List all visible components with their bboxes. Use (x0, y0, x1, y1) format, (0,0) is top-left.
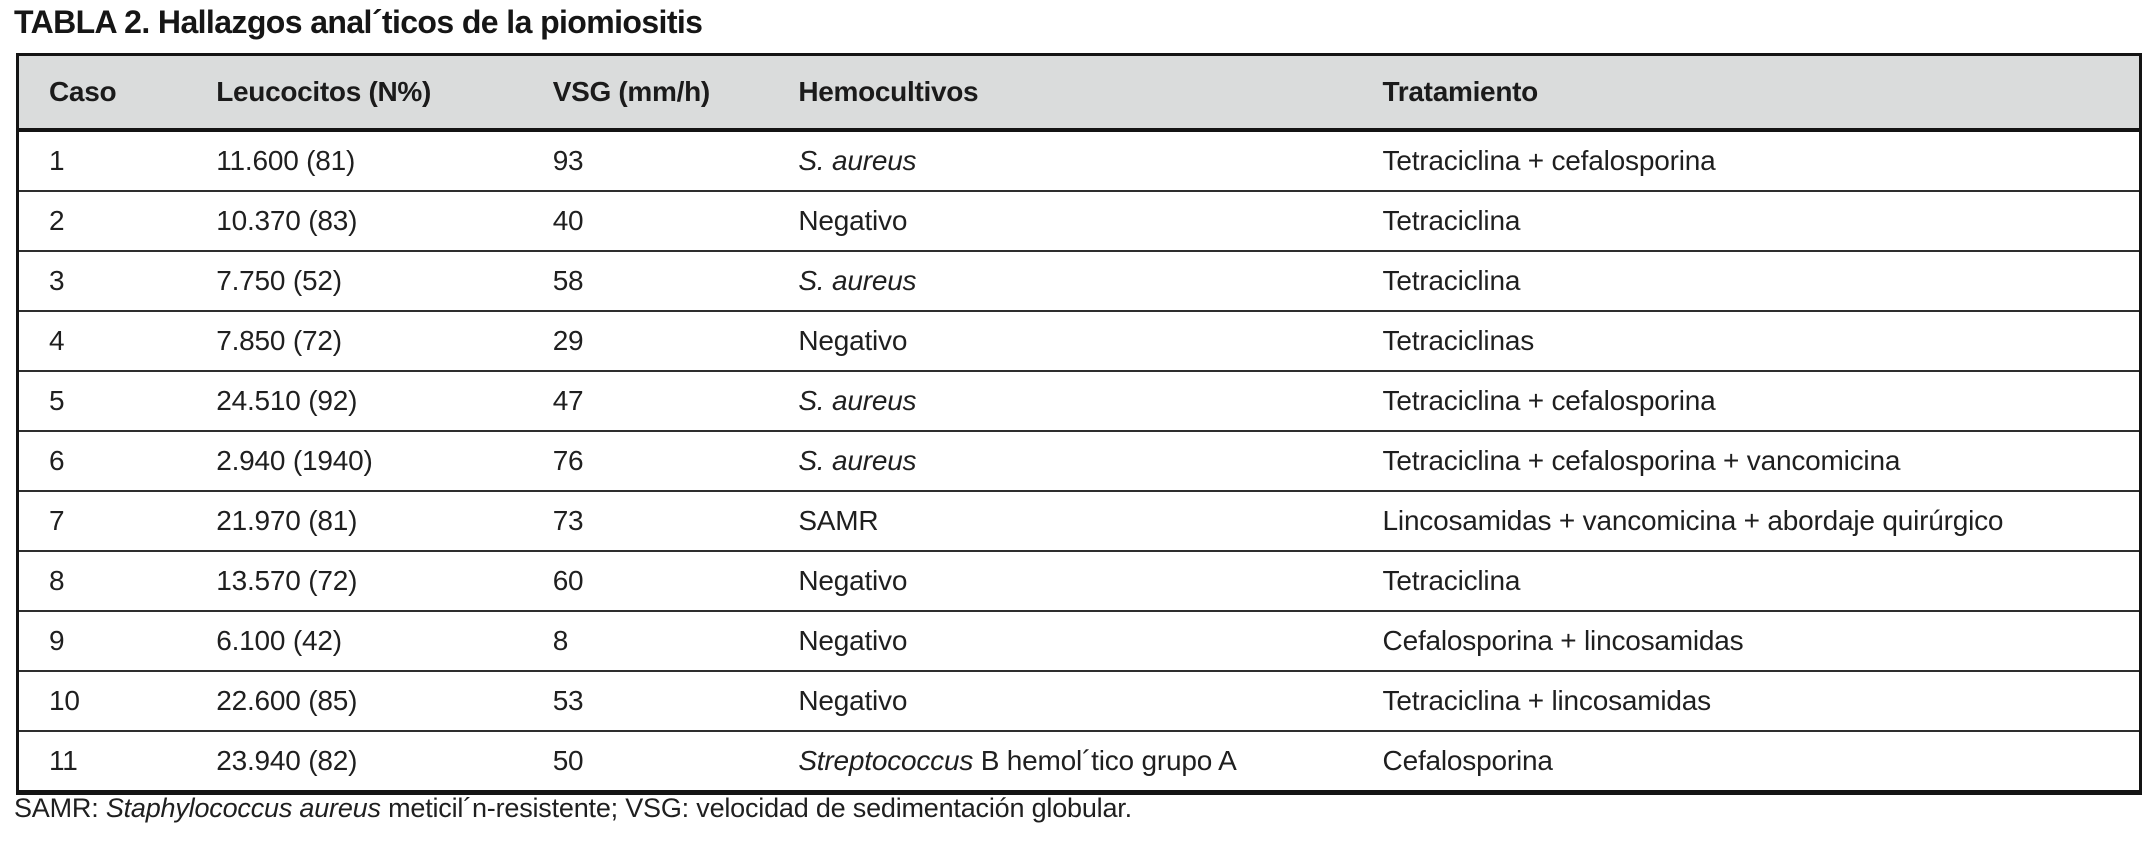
cell-vsg: 73 (552, 490, 799, 551)
cell-vsg: 50 (552, 730, 799, 793)
table-title: TABLA 2. Hallazgos anal´ticos de la piom… (14, 4, 703, 40)
cell-caso: 6 (17, 430, 217, 491)
cell-tratamiento: Tetraciclina (1382, 190, 2141, 251)
column-header-tratamiento: Tratamiento (1382, 54, 2141, 132)
table-row: 4 7.850 (72) 29 Negativo Tetraciclinas (17, 310, 2141, 371)
table-row: 6 2.940 (1940) 76 S. aureus Tetraciclina… (17, 430, 2141, 491)
cell-caso: 9 (17, 610, 217, 671)
table-row: 10 22.600 (85) 53 Negativo Tetraciclina … (17, 670, 2141, 731)
table-footnote: SAMR: Staphylococcus aureus meticil´n-re… (14, 793, 1132, 824)
table-row: 1 11.600 (81) 93 S. aureus Tetraciclina … (18, 130, 2141, 191)
cell-vsg: 29 (552, 310, 799, 371)
column-header-leucocitos: Leucocitos (N%) (216, 54, 553, 132)
cell-tratamiento: Tetraciclina + cefalosporina (1382, 370, 2141, 431)
cell-leucocitos: 24.510 (92) (216, 370, 553, 431)
table-row: 5 24.510 (92) 47 S. aureus Tetraciclina … (17, 370, 2141, 431)
cell-hemocultivos: S. aureus (798, 430, 1383, 491)
table-row: 8 13.570 (72) 60 Negativo Tetraciclina (17, 550, 2141, 611)
cell-leucocitos: 23.940 (82) (216, 730, 553, 793)
cell-vsg: 93 (552, 145, 584, 176)
hemocultivo-text: SAMR (798, 505, 879, 536)
cell-leucocitos: 7.850 (72) (216, 310, 553, 371)
cell-vsg: 58 (552, 250, 799, 311)
column-header-hemocultivos: Hemocultivos (798, 54, 1383, 132)
cell-hemocultivos: Negativo (798, 190, 1383, 251)
organism-name: S. aureus (798, 385, 917, 416)
cell-tratamiento: Lincosamidas + vancomicina + abordaje qu… (1382, 490, 2141, 551)
footnote-prefix: SAMR: (14, 793, 106, 823)
hemocultivo-text: B hemol´tico grupo A (973, 745, 1237, 776)
cell-caso: 1 (49, 145, 65, 176)
cell-vsg: 76 (552, 430, 799, 491)
cell-hemocultivos: S. aureus (798, 130, 1382, 191)
cell-vsg: 53 (552, 670, 799, 731)
organism-name: Streptococcus (798, 745, 974, 776)
cell-hemocultivos: S. aureus (798, 250, 1383, 311)
cell-tratamiento: Tetraciclina + lincosamidas (1382, 670, 2141, 731)
table-row: 11 23.940 (82) 50 Streptococcus B hemol´… (17, 730, 2141, 793)
hemocultivo-text: Negativo (798, 325, 908, 356)
analytical-findings-table: Caso Leucocitos (N%) VSG (mm/h) Hemocult… (16, 53, 2142, 795)
cell-caso: 8 (17, 550, 217, 611)
cell-tratamiento: Cefalosporina (1382, 730, 2141, 793)
cell-hemocultivos: Negativo (798, 670, 1383, 731)
organism-name: S. aureus (798, 445, 917, 476)
cell-leucocitos: 10.370 (83) (216, 190, 553, 251)
column-header-vsg: VSG (mm/h) (552, 54, 799, 132)
cell-vsg: 60 (552, 550, 799, 611)
cell-tratamiento: Tetraciclinas (1382, 310, 2141, 371)
column-header-caso: Caso (17, 54, 217, 132)
cell-hemocultivos: Negativo (798, 610, 1383, 671)
table-row: 7 21.970 (81) 73 SAMR Lincosamidas + van… (17, 490, 2141, 551)
cell-vsg: 8 (552, 610, 799, 671)
cell-tratamiento: Tetraciclina (1382, 550, 2141, 611)
organism-name: S. aureus (798, 145, 917, 176)
cell-hemocultivos: Streptococcus B hemol´tico grupo A (798, 730, 1383, 793)
cell-hemocultivos: SAMR (798, 490, 1383, 551)
organism-name: S. aureus (798, 265, 917, 296)
cell-caso: 3 (17, 250, 217, 311)
cell-leucocitos: 21.970 (81) (216, 490, 553, 551)
table-header: Caso Leucocitos (N%) VSG (mm/h) Hemocult… (17, 54, 2141, 132)
table-body: 1 11.600 (81) 93 S. aureus Tetraciclina … (17, 130, 2141, 793)
cell-leucocitos: 13.570 (72) (216, 550, 553, 611)
cell-vsg: 47 (552, 370, 799, 431)
cell-vsg: 40 (552, 190, 799, 251)
cell-caso: 7 (17, 490, 217, 551)
cell-hemocultivos: S. aureus (798, 370, 1383, 431)
cell-tratamiento: Cefalosporina + lincosamidas (1382, 610, 2141, 671)
hemocultivo-text: Negativo (798, 205, 908, 236)
cell-leucocitos: 7.750 (52) (216, 250, 553, 311)
cell-leucocitos: 22.600 (85) (216, 670, 553, 731)
cell-caso: 2 (17, 190, 217, 251)
cell-caso: 11 (17, 730, 217, 793)
cell-tratamiento: Tetraciclina (1382, 250, 2141, 311)
hemocultivo-text: Negativo (798, 625, 908, 656)
header-row: Caso Leucocitos (N%) VSG (mm/h) Hemocult… (17, 54, 2141, 132)
cell-caso: 10 (17, 670, 217, 731)
hemocultivo-text: Negativo (798, 685, 908, 716)
cell-caso: 4 (17, 310, 217, 371)
footnote-suffix: meticil´n-resistente; VSG: velocidad de … (380, 793, 1132, 823)
table-row: 3 7.750 (52) 58 S. aureus Tetraciclina (17, 250, 2141, 311)
table-row: 9 6.100 (42) 8 Negativo Cefalosporina + … (17, 610, 2141, 671)
cell-caso: 5 (17, 370, 217, 431)
cell-leucocitos: 6.100 (42) (216, 610, 553, 671)
cell-tratamiento: Tetraciclina + cefalosporina + vancomici… (1382, 430, 2141, 491)
cell-hemocultivos: Negativo (798, 310, 1383, 371)
hemocultivo-text: Negativo (798, 565, 908, 596)
cell-leucocitos: 11.600 (81) (216, 145, 356, 176)
cell-hemocultivos: Negativo (798, 550, 1383, 611)
footnote-organism-name: Staphylococcus aureus (105, 793, 381, 823)
cell-tratamiento: Tetraciclina + cefalosporina (1382, 145, 1716, 176)
cell-leucocitos: 2.940 (1940) (216, 430, 553, 491)
table-row: 2 10.370 (83) 40 Negativo Tetraciclina (17, 190, 2141, 251)
